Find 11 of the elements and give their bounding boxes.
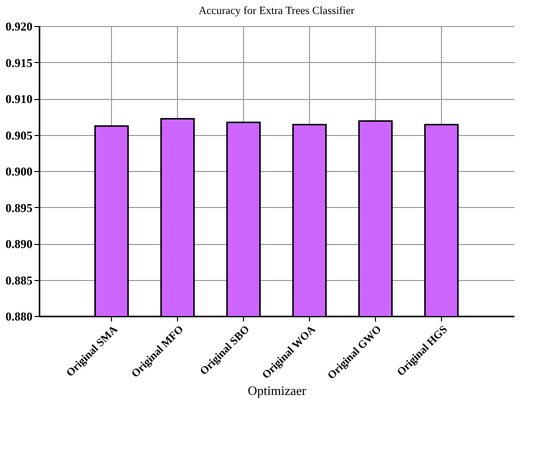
y-tick-label: 0.890: [6, 237, 32, 251]
y-tick-label: 0.920: [6, 20, 32, 34]
y-tick-label: 0.885: [6, 273, 32, 288]
y-tick-label: 0.915: [6, 56, 32, 70]
y-tick-label: 0.895: [6, 200, 32, 215]
y-tick-label: 0.910: [6, 92, 32, 106]
y-tick-label: 0.900: [6, 164, 32, 178]
chart-title: Accuracy for Extra Trees Classifier: [198, 5, 355, 17]
y-tick-label: 0.905: [6, 128, 32, 142]
x-axis-title: Optimizaer: [248, 383, 307, 398]
y-tick-label: 0.880: [6, 310, 32, 324]
